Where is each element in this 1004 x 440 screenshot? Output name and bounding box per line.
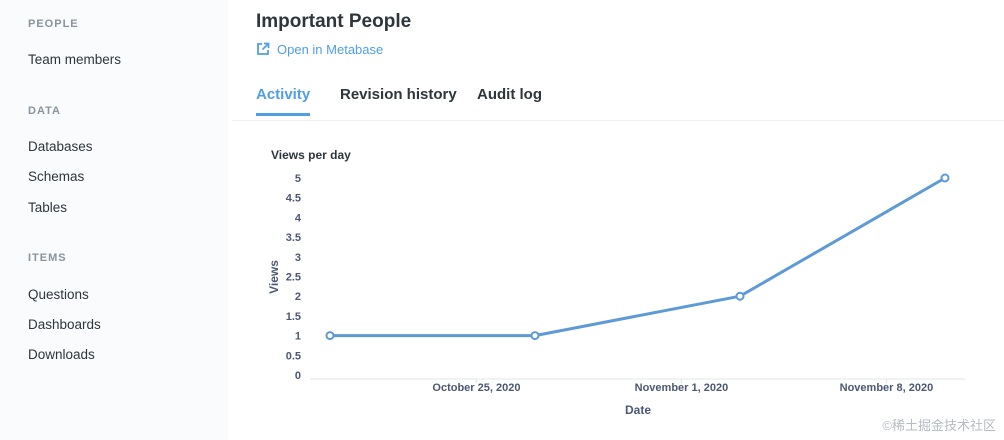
- watermark: ©稀土掘金技术社区: [882, 418, 996, 433]
- y-tick-label: 3.5: [286, 232, 301, 244]
- sidebar-item-downloads[interactable]: Downloads: [28, 347, 95, 362]
- sidebar-item-schemas[interactable]: Schemas: [28, 169, 85, 184]
- y-tick-label: 5: [295, 173, 301, 185]
- y-tick-label: 1: [295, 331, 301, 343]
- x-tick-label: October 25, 2020: [432, 382, 520, 394]
- views-line-chart: Views Date 0 0.5 1 1.5 2 2.5 3 3.5 4 4.5 5 October …: [267, 173, 965, 417]
- y-tick-label: 1.5: [286, 311, 301, 323]
- tab-audit-log[interactable]: Audit log: [477, 86, 542, 103]
- data-point: [325, 331, 335, 341]
- chart-label: Views per day: [271, 148, 351, 162]
- series-line: [330, 176, 946, 338]
- y-tick-label: 2: [295, 291, 301, 303]
- sidebar-heading-people: PEOPLE: [28, 18, 79, 30]
- tabs-divider: [232, 120, 1004, 121]
- tab-revision-history[interactable]: Revision history: [340, 86, 457, 103]
- y-tick-label: 0.5: [286, 350, 301, 362]
- open-in-metabase-label: Open in Metabase: [277, 41, 384, 57]
- sidebar-item-dashboards[interactable]: Dashboards: [28, 317, 101, 332]
- sidebar-item-tables[interactable]: Tables: [28, 200, 68, 215]
- x-axis-title: Date: [625, 403, 651, 417]
- x-tick-label: November 8, 2020: [840, 382, 934, 394]
- y-tick-label: 2.5: [286, 272, 301, 284]
- external-link-icon: [256, 42, 270, 56]
- tab-activity[interactable]: Activity: [256, 86, 311, 116]
- y-tick-label: 4: [295, 212, 302, 224]
- main-content: Important People Open in Metabase Activi…: [228, 0, 1004, 440]
- y-axis-title: Views: [267, 260, 281, 294]
- y-tick-label: 4.5: [286, 193, 301, 205]
- sidebar-item-databases[interactable]: Databases: [28, 139, 93, 154]
- sidebar-item-team-members[interactable]: Team members: [28, 52, 122, 67]
- open-in-metabase-link[interactable]: Open in Metabase: [256, 40, 383, 58]
- y-tick-label: 0: [295, 370, 301, 382]
- sidebar: PEOPLE Team members DATA Databases Schem…: [0, 0, 228, 440]
- y-tick-label: 3: [295, 252, 301, 264]
- data-point: [530, 331, 540, 341]
- sidebar-item-questions[interactable]: Questions: [28, 287, 89, 302]
- sidebar-heading-items: ITEMS: [28, 252, 67, 264]
- sidebar-heading-data: DATA: [28, 105, 61, 117]
- data-point: [940, 173, 950, 183]
- data-point: [735, 291, 745, 301]
- x-tick-label: November 1, 2020: [635, 382, 729, 394]
- page-title: Important People: [256, 11, 412, 32]
